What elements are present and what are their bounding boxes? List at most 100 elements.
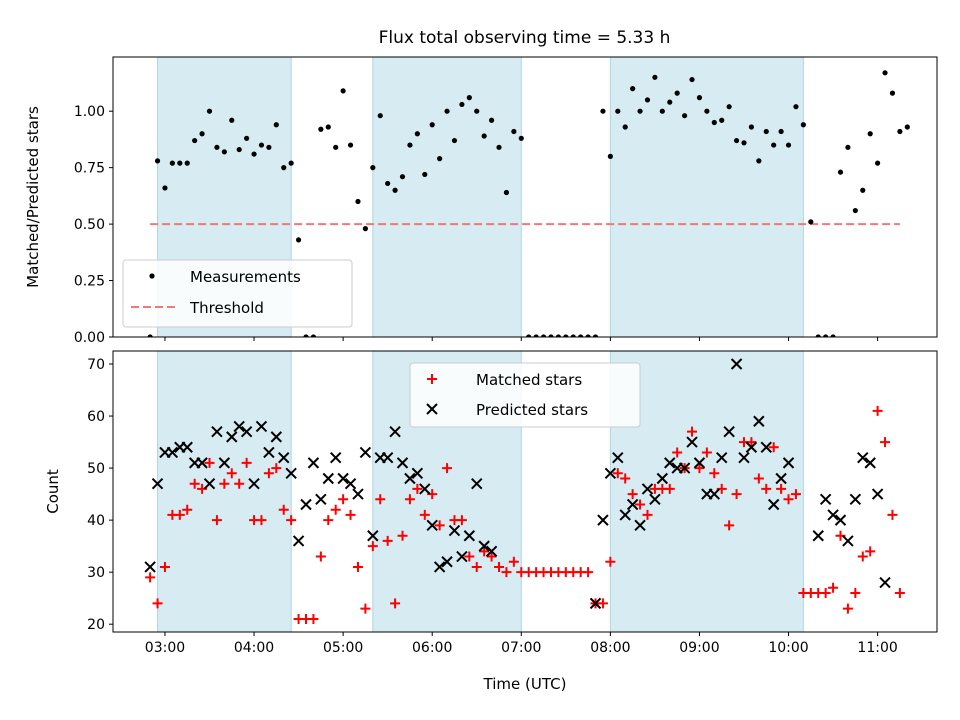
matched-star-point: [790, 489, 801, 500]
predicted-star-point: [842, 535, 854, 547]
legend-box: [122, 259, 353, 328]
matched-star-point: [494, 561, 505, 572]
measurement-point: [815, 334, 821, 337]
matched-star-point: [338, 494, 349, 505]
y-tick-label: 0.25: [74, 274, 105, 290]
matched-star-point: [464, 551, 475, 562]
measurement-point: [622, 124, 628, 130]
matched-star-point: [605, 556, 616, 567]
matched-star-point: [367, 541, 378, 552]
matched-star-point: [189, 478, 200, 489]
matched-star-point: [872, 405, 883, 416]
measurement-point: [258, 142, 265, 148]
measurement-point: [578, 334, 584, 337]
measurement-point: [511, 128, 517, 135]
matched-star-point: [278, 504, 289, 515]
matched-star-point: [894, 587, 905, 598]
matched-star-point: [397, 530, 408, 541]
shaded-interval: [609, 350, 804, 633]
measurement-point: [295, 237, 302, 243]
predicted-star-point: [352, 488, 364, 500]
measurement-point: [377, 113, 383, 119]
measurement-point: [845, 144, 851, 150]
measurement-point: [333, 144, 339, 150]
predicted-star-point: [307, 457, 320, 469]
measurement-point: [474, 108, 480, 114]
measurement-point: [771, 142, 777, 148]
measurement-point: [644, 97, 651, 103]
matched-star-point: [583, 567, 594, 578]
measurement-point: [407, 142, 413, 148]
predicted-star-point: [708, 488, 721, 500]
legend-marker-matched: [427, 374, 437, 384]
predicted-star-point: [396, 457, 409, 469]
measurement-point: [793, 104, 799, 110]
predicted-star-point: [344, 477, 357, 490]
measurement-point: [785, 142, 792, 148]
predicted-star-point: [329, 451, 342, 464]
y-axis-label: Count: [44, 469, 62, 514]
measurement-point: [696, 95, 703, 101]
predicted-star-point: [359, 446, 372, 459]
measurement-point: [882, 70, 888, 76]
predicted-star-point: [760, 441, 772, 453]
matched-star-point: [271, 463, 282, 474]
predicted-star-point: [864, 457, 876, 469]
x-tick-label: 05:00: [323, 640, 363, 656]
measurement-point: [177, 160, 183, 166]
predicted-star-point: [782, 457, 795, 469]
measurement-point: [889, 90, 896, 96]
predicted-star-point: [292, 535, 305, 547]
measurement-point: [615, 108, 621, 114]
predicted-star-point: [381, 451, 394, 464]
predicted-star-point: [686, 436, 698, 448]
predicted-star-point: [604, 467, 617, 479]
predicted-star-point: [857, 451, 869, 464]
predicted-star-point: [730, 358, 743, 370]
matched-star-point: [842, 603, 853, 614]
measurement-point: [555, 334, 562, 337]
predicted-star-point: [485, 545, 498, 558]
measurement-point: [496, 144, 502, 150]
x-tick-label: 06:00: [412, 640, 452, 656]
matched-star-point: [182, 504, 193, 515]
measurement-point: [659, 108, 665, 114]
predicted-star-point: [448, 524, 461, 537]
measurement-point: [414, 131, 420, 137]
matched-star-point: [746, 437, 757, 448]
y-tick-label: 50: [87, 461, 105, 477]
matched-star-point: [761, 483, 772, 494]
x-tick-label: 07:00: [501, 640, 541, 656]
y-tick-label: 30: [87, 565, 105, 581]
matched-star-point: [642, 509, 653, 520]
matched-star-point: [486, 551, 497, 562]
measurement-point: [689, 76, 695, 83]
measurement-point: [674, 90, 680, 96]
predicted-star-point: [151, 477, 164, 490]
legend-label-predicted: Predicted stars: [476, 401, 588, 419]
measurement-point: [763, 128, 769, 135]
measurement-point: [273, 122, 279, 128]
matched-star-point: [456, 515, 467, 526]
predicted-star-point: [649, 493, 661, 506]
y-tick-label: 0.50: [74, 217, 105, 233]
predicted-star-point: [233, 420, 245, 433]
predicted-star-point: [463, 530, 476, 542]
matched-star-point: [620, 473, 631, 484]
predicted-star-point: [263, 446, 275, 459]
matched-star-point: [286, 515, 297, 526]
matched-star-point: [731, 489, 742, 500]
predicted-star-point: [716, 451, 728, 464]
legend: Matched stars Predicted stars: [409, 362, 641, 428]
predicted-star-point: [255, 420, 268, 433]
matched-star-point: [241, 457, 252, 468]
matched-star-point: [880, 437, 891, 448]
predicted-star-point: [411, 467, 424, 479]
measurement-point: [355, 198, 361, 205]
predicted-star-point: [196, 457, 208, 469]
predicted-star-point: [315, 493, 327, 506]
measurement-point: [488, 117, 495, 123]
x-tick-label: 10:00: [768, 640, 808, 656]
measurement-point: [682, 113, 688, 119]
matched-star-point: [857, 551, 868, 562]
